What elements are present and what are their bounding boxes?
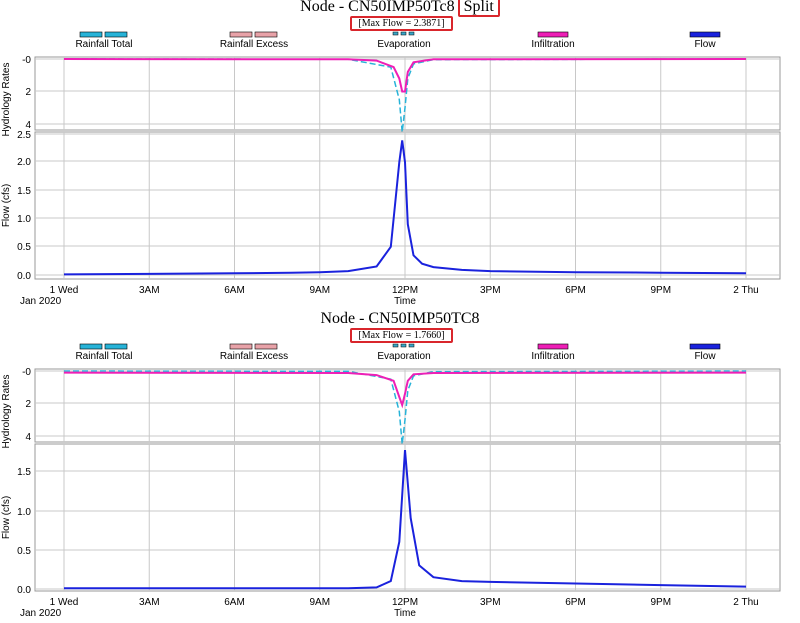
flow-tick-label: 2.5 — [17, 130, 31, 141]
x-axis-title: Time — [394, 608, 416, 619]
series-line-infiltration — [63, 371, 747, 409]
plot-area: -0 2 4 1.5 1.0 0.5 0.0 Hydrology Rates Flow (cfs… — [1, 367, 781, 619]
legend-flow[interactable]: Flow — [650, 31, 760, 50]
legend-label: Flow — [694, 351, 716, 362]
hydrology-tick-label: 2 — [25, 399, 31, 410]
x-axis-title: Time — [394, 296, 416, 307]
x-tick-label: 3AM — [139, 597, 160, 608]
plot-area: -0 2 42.5 2.0 1.5 1.0 0.5 0.0 Hydrology Rates Flo… — [1, 55, 781, 307]
chart-panel-bottom: Node - CN50IMP50TC8 [Max Flow = 1.7660] … — [0, 310, 800, 623]
date-label: Jan 2020 — [20, 296, 62, 307]
flow-plot-frame — [34, 443, 781, 592]
legend-swatch-rainfall-excess — [229, 31, 278, 38]
legend-evaporation[interactable]: Evaporation — [349, 31, 459, 50]
legend-swatch-rainfall-total — [79, 31, 128, 38]
hydrology-plot-frame — [34, 56, 781, 131]
legend-swatch-rainfall-total — [79, 343, 128, 350]
x-tick-label: 6PM — [565, 597, 586, 608]
flow-tick-label: 2.0 — [17, 157, 31, 168]
hydrology-axis-title: Hydrology Rates — [1, 63, 12, 137]
legend-evaporation[interactable]: Evaporation — [349, 343, 459, 362]
max-flow-label: [Max Flow = 1.7660] — [350, 328, 453, 343]
legend-label: Infiltration — [531, 351, 575, 362]
flow-tick-label: 1.0 — [17, 507, 31, 518]
legend-rainfall-total[interactable]: Rainfall Total — [49, 343, 159, 362]
legend-swatch-infiltration — [537, 31, 569, 38]
chart-title-text: Node - CN50IMP50TC8 — [320, 310, 480, 327]
legend-label: Evaporation — [377, 351, 431, 362]
flow-axis-title: Flow (cfs) — [1, 184, 12, 227]
flow-tick-label: 1.5 — [17, 467, 31, 478]
legend-rainfall-excess[interactable]: Rainfall Excess — [199, 31, 309, 50]
series-line-flow — [64, 450, 747, 590]
x-tick-label: 6PM — [565, 285, 586, 296]
flow-tick-label: 1.5 — [17, 186, 31, 197]
legend-label: Flow — [694, 39, 716, 50]
date-label: Jan 2020 — [20, 608, 62, 619]
x-tick-label: 9AM — [309, 285, 330, 296]
hydrology-tick-label: -0 — [22, 367, 31, 378]
legend-label: Rainfall Total — [75, 39, 133, 50]
legend-infiltration[interactable]: Infiltration — [498, 31, 608, 50]
x-tick-label: 1 Wed — [50, 597, 79, 608]
flow-tick-label: 0.0 — [17, 271, 31, 282]
flow-tick-label: 0.0 — [17, 585, 31, 596]
x-tick-label: 3PM — [480, 285, 501, 296]
flow-axis-title: Flow (cfs) — [1, 496, 12, 539]
flow-tick-label: 1.0 — [17, 214, 31, 225]
legend-swatch-flow — [689, 31, 721, 38]
legend-rainfall-total[interactable]: Rainfall Total — [49, 31, 159, 50]
x-tick-label: 9AM — [309, 597, 330, 608]
series-line-infiltration — [63, 58, 747, 93]
x-tick-label: 12PM — [392, 285, 418, 296]
x-tick-label: 3AM — [139, 285, 160, 296]
x-tick-label: 3PM — [480, 597, 501, 608]
chart-title: Node - CN50IMP50Tc8 Split — [0, 0, 800, 17]
legend-rainfall-excess[interactable]: Rainfall Excess — [199, 343, 309, 362]
x-tick-label: 2 Thu — [733, 597, 758, 608]
split-badge: Split — [457, 0, 500, 17]
chart-panel-top: Node - CN50IMP50Tc8 Split [Max Flow = 2.3… — [0, 0, 800, 311]
legend-swatch-evaporation — [392, 343, 415, 348]
x-tick-label: 6AM — [224, 285, 245, 296]
x-tick-label: 12PM — [392, 597, 418, 608]
legend-label: Evaporation — [377, 39, 431, 50]
hydrology-axis-title: Hydrology Rates — [1, 375, 12, 449]
legend-swatch-evaporation — [392, 31, 415, 36]
legend-label: Rainfall Excess — [219, 39, 289, 50]
hydrology-tick-label: 2 — [25, 87, 31, 98]
flow-tick-label: 0.5 — [17, 546, 31, 557]
x-tick-label: 6AM — [224, 597, 245, 608]
series-line-flow — [63, 140, 747, 276]
flow-tick-label: 0.5 — [17, 242, 31, 253]
x-tick-label: 2 Thu — [733, 285, 758, 296]
x-tick-label: 9PM — [650, 597, 671, 608]
hydrology-tick-label: -0 — [22, 55, 31, 66]
legend-infiltration[interactable]: Infiltration — [498, 343, 608, 362]
legend-swatch-flow — [689, 343, 721, 350]
x-tick-label: 9PM — [650, 285, 671, 296]
legend-label: Rainfall Total — [75, 351, 133, 362]
legend-label: Rainfall Excess — [219, 351, 289, 362]
legend-flow[interactable]: Flow — [650, 343, 760, 362]
legend-swatch-rainfall-excess — [229, 343, 278, 350]
x-tick-label: 1 Wed — [50, 285, 79, 296]
max-flow-label: [Max Flow = 2.3871] — [350, 16, 453, 31]
legend-swatch-infiltration — [537, 343, 569, 350]
chart-title-text: Node - CN50IMP50Tc8 — [300, 0, 455, 15]
hydrology-tick-label: 4 — [25, 432, 31, 443]
legend-label: Infiltration — [531, 39, 575, 50]
chart-title: Node - CN50IMP50TC8 — [0, 310, 800, 328]
hydrology-tick-label: 4 — [25, 120, 31, 131]
